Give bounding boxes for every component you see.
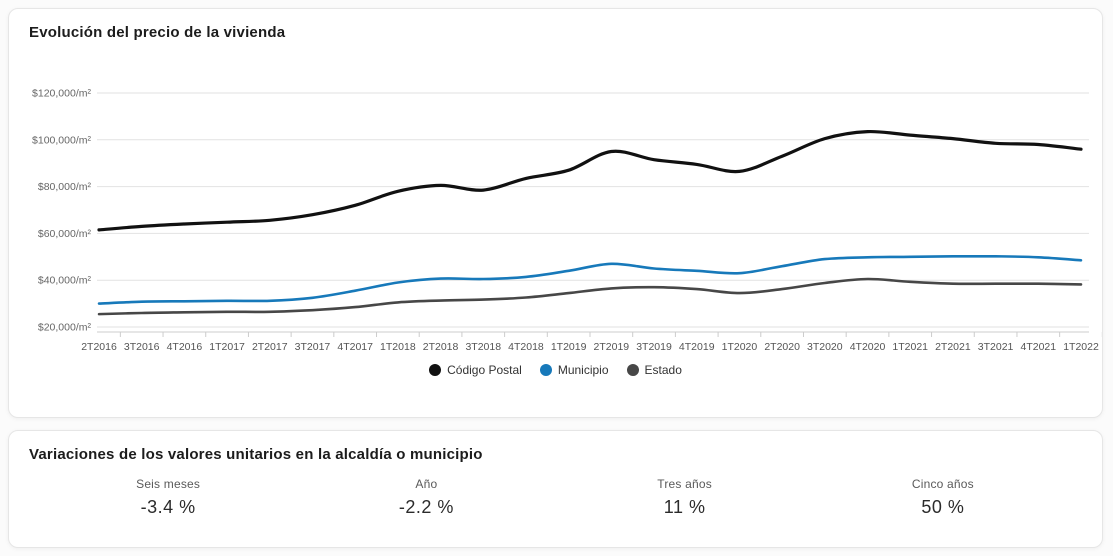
price-evolution-chart: $20,000/m² $40,000/m² $60,000/m² $80,000/m²… [32,88,1102,353]
x-axis-tick-label: 4T2018 [508,341,544,353]
legend-label: Municipio [557,363,609,377]
stat-value: -2.2 % [398,497,454,517]
x-axis-tick-label: 3T2021 [978,341,1014,353]
stat-seis-meses: Seis meses -3.4 % [108,477,228,518]
x-axis-tick-label: 4T2020 [850,341,886,353]
stat-label: Cinco años [911,477,974,491]
legend-item-codigo-postal[interactable]: Código Postal [429,363,522,377]
stat-value: -3.4 % [140,497,196,517]
x-axis-tick-label: 4T2016 [167,341,203,353]
stat-label: Seis meses [136,477,201,491]
legend-label: Estado [644,363,682,377]
x-axis-tick-label: 1T2018 [380,341,416,353]
x-axis-tick-label: 2T2020 [764,341,800,353]
chart-legend: Código Postal Municipio Estado [9,363,1102,377]
x-axis-tick-label: 2T2017 [252,341,288,353]
estado-dot-icon [626,364,639,376]
x-axis-tick-label: 1T2020 [722,341,758,353]
stat-ano: Año -2.2 % [366,477,486,518]
series-line-municipio [97,254,1083,305]
legend-item-estado[interactable]: Estado [626,363,682,377]
y-axis-tick-label: $40,000/m² [38,275,92,287]
x-axis-tick-label: 2T2019 [594,341,630,353]
y-axis-tick-label: $120,000/m² [32,88,91,100]
y-axis-tick-label: $20,000/m² [38,322,92,334]
x-axis-tick-label: 1T2019 [551,341,587,353]
codigo-postal-dot-icon [429,364,442,376]
price-evolution-card: $20,000/m² $40,000/m² $60,000/m² $80,000/m²… [8,8,1103,418]
stat-value: 50 % [921,497,965,517]
x-axis-tick-label: 1T2017 [209,341,245,353]
x-axis-tick-label: 3T2019 [636,341,672,353]
x-axis-tick-label: 4T2021 [1020,341,1056,353]
legend-item-municipio[interactable]: Municipio [539,363,609,377]
x-axis-tick-label: 3T2017 [295,341,331,353]
variations-row: Seis meses -3.4 % Año -2.2 % Tres años 1… [39,477,1072,518]
y-axis-tick-label: $60,000/m² [38,228,92,240]
chart-title: Evolución del precio de la vivienda [29,24,286,41]
x-axis-tick-label: 1T2022 [1063,341,1099,353]
stat-cinco-anos: Cinco años 50 % [883,477,1003,518]
variations-title: Variaciones de los valores unitarios en … [29,446,483,463]
x-axis-tick-label: 3T2020 [807,341,843,353]
legend-label: Código Postal [447,363,522,377]
stat-tres-anos: Tres años 11 % [625,477,745,518]
y-axis-tick-label: $100,000/m² [32,134,91,146]
stat-label: Año [415,477,438,491]
x-axis-tick-label: 2T2021 [935,341,971,353]
x-axis-tick-label: 3T2018 [465,341,501,353]
stat-label: Tres años [657,477,712,491]
y-axis-tick-label: $80,000/m² [38,181,92,193]
series-line-estado [97,277,1083,316]
x-axis-tick-label: 4T2019 [679,341,715,353]
x-axis-tick-label: 2T2016 [81,341,117,353]
series-line-código-postal [97,129,1083,232]
variations-card: Variaciones de los valores unitarios en … [8,430,1103,548]
x-axis-tick-label: 1T2021 [892,341,928,353]
x-axis-tick-label: 4T2017 [337,341,373,353]
x-axis-tick-label: 2T2018 [423,341,459,353]
x-axis-tick-label: 3T2016 [124,341,160,353]
stat-value: 11 % [663,497,706,517]
municipio-dot-icon [539,364,552,376]
